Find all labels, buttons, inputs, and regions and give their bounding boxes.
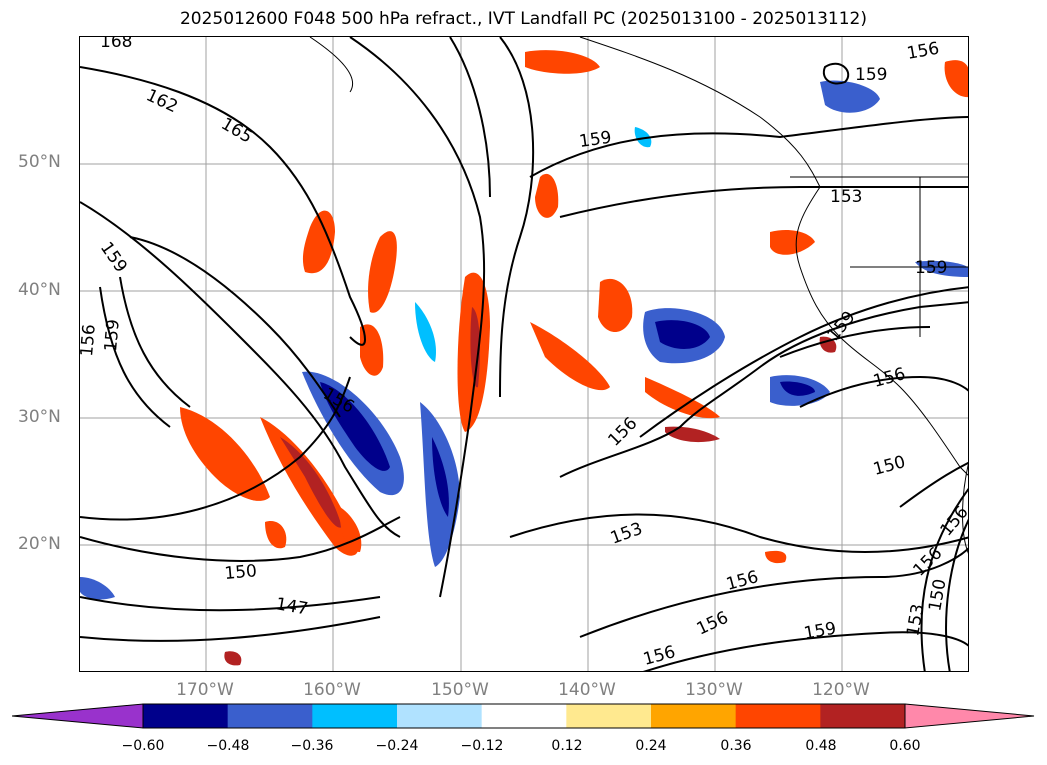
colorbar-segment <box>312 704 398 728</box>
colorbar-tick: −0.48 <box>206 738 250 754</box>
lon-label-170w: 170°W <box>176 680 234 700</box>
contour-label: 156 <box>604 413 641 450</box>
colorbar-tick: 0.48 <box>805 738 837 754</box>
contour-label: 147 <box>274 594 309 619</box>
lat-label-50n: 50°N <box>18 152 61 172</box>
colorbar-segment <box>143 704 229 728</box>
colorbar-extend-low <box>12 703 144 729</box>
contour-label: 165 <box>218 114 256 148</box>
contour-label: 153 <box>608 519 645 549</box>
colorbar-extend-high <box>904 703 1035 729</box>
colorbar-tick: −0.36 <box>290 738 334 754</box>
colorbar-segment <box>227 704 313 728</box>
contours <box>80 37 968 671</box>
lat-label-20n: 20°N <box>18 534 61 554</box>
contour-label: 153 <box>830 187 862 207</box>
contour-label: 159 <box>96 238 131 276</box>
contour-label: 150 <box>224 561 258 584</box>
contour-label: 156 <box>871 364 908 392</box>
contour-label: 159 <box>855 65 887 85</box>
colorbar-segment <box>566 704 652 728</box>
lon-label-160w: 160°W <box>303 680 361 700</box>
lon-label-130w: 130°W <box>685 680 743 700</box>
colorbar-segment <box>651 704 737 728</box>
contour-label: 159 <box>101 318 124 352</box>
map-title: 2025012600 F048 500 hPa refract., IVT La… <box>179 9 867 29</box>
graticule <box>80 37 968 671</box>
contour-labels: 168 162 165 159 156 159 159 156 159 153 … <box>80 37 968 670</box>
contour-label: 156 <box>641 642 678 670</box>
refractivity-shading <box>80 50 968 666</box>
contour-label: 159 <box>578 128 613 152</box>
coastlines <box>309 37 968 554</box>
contour-label: 159 <box>802 619 837 644</box>
contour-label: 156 <box>694 608 732 640</box>
lat-label-40n: 40°N <box>18 280 61 300</box>
contour-label: 156 <box>80 323 100 357</box>
colorbar-segment <box>397 704 483 728</box>
contour-label: 156 <box>905 39 940 64</box>
lon-label-120w: 120°W <box>812 680 870 700</box>
colorbar-tick: 0.24 <box>635 738 667 754</box>
colorbar-segment <box>481 704 567 728</box>
lon-label-140w: 140°W <box>558 680 616 700</box>
colorbar-tick: −0.24 <box>375 738 419 754</box>
contour-label: 150 <box>871 452 908 480</box>
colorbar-tick: 0.12 <box>551 738 583 754</box>
colorbar-tick: 0.60 <box>889 738 921 754</box>
colorbar-tick: −0.60 <box>121 738 165 754</box>
colorbar <box>12 703 1035 729</box>
colorbar-tick: −0.12 <box>460 738 504 754</box>
colorbar-segment <box>735 704 821 728</box>
map-canvas: 168 162 165 159 156 159 159 156 159 153 … <box>80 37 968 671</box>
colorbar-segment <box>820 704 906 728</box>
map-panel: 168 162 165 159 156 159 159 156 159 153 … <box>79 36 969 672</box>
colorbar-tick: 0.36 <box>720 738 752 754</box>
contour-label: 168 <box>100 37 132 52</box>
lon-label-150w: 150°W <box>431 680 489 700</box>
contour-label: 156 <box>724 567 761 595</box>
contour-label: 159 <box>915 258 947 278</box>
lat-label-30n: 30°N <box>18 407 61 427</box>
